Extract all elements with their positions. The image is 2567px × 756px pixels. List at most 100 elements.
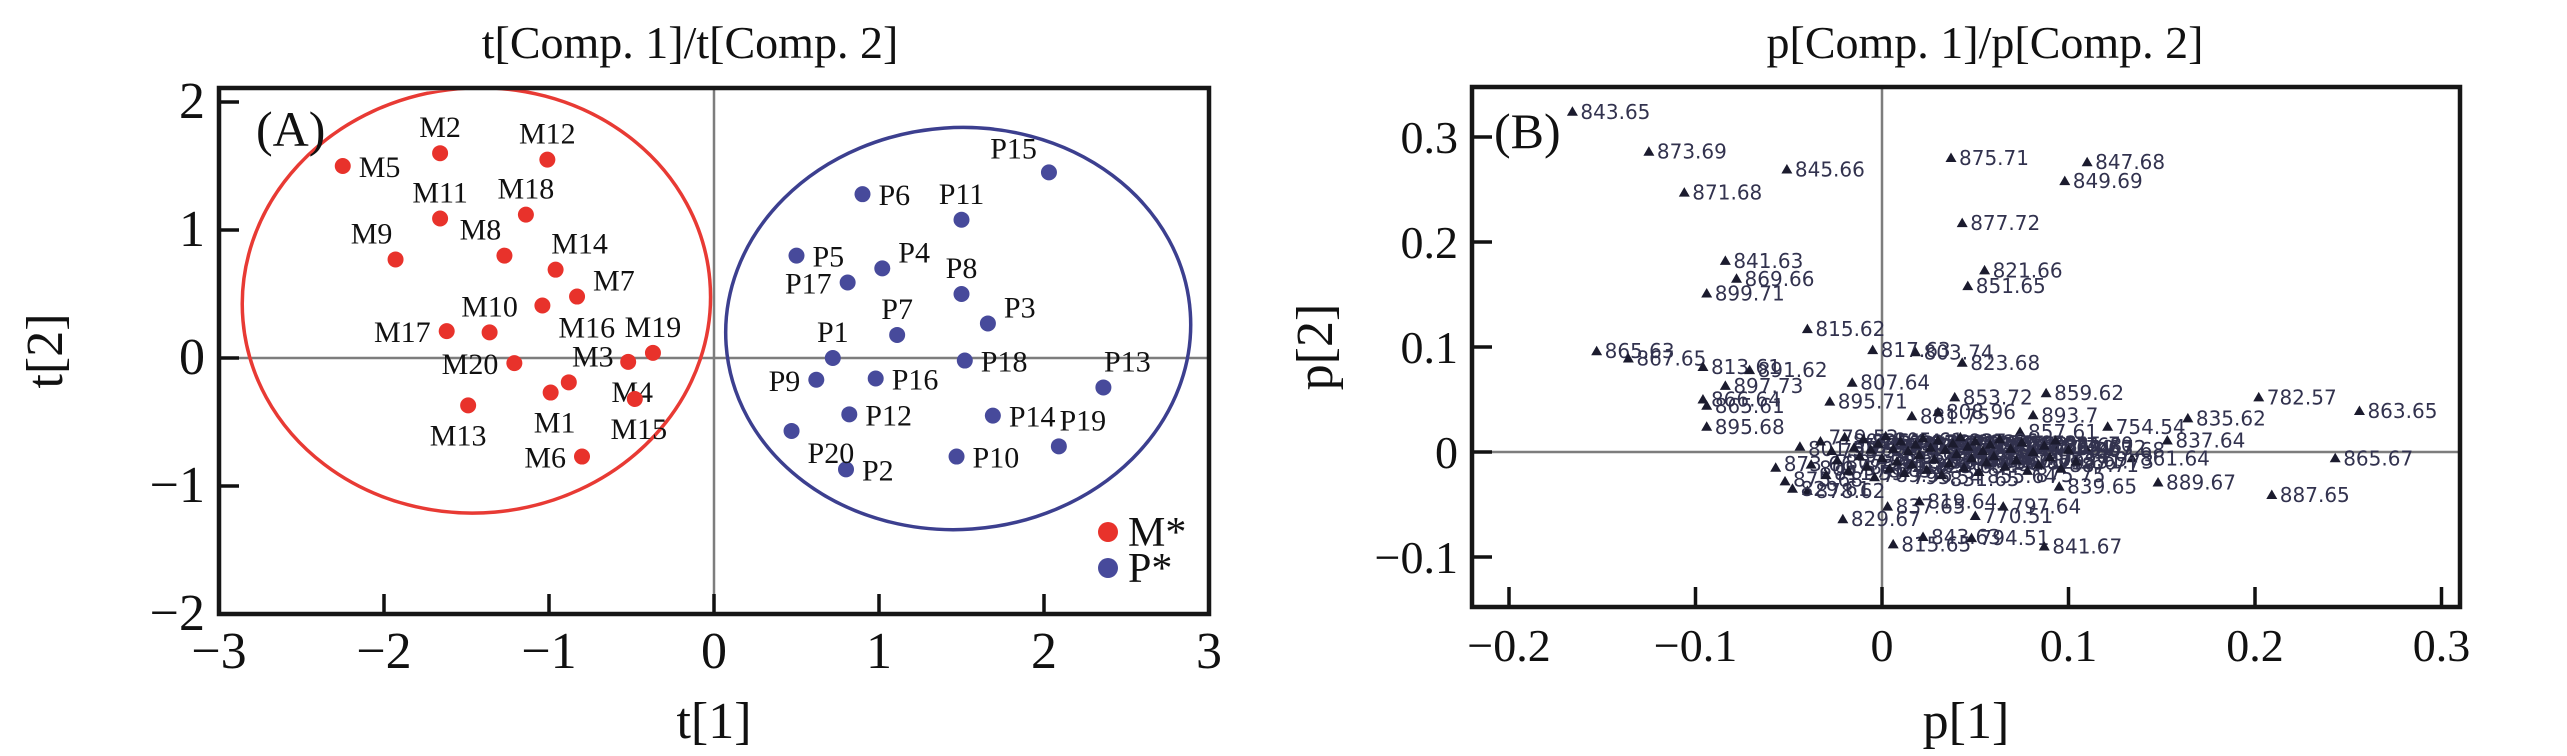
data-point (839, 274, 856, 291)
data-point-marker (1977, 445, 1989, 455)
panel-a-yaxis-label: t[2] (17, 313, 74, 388)
data-point-marker (1846, 377, 1858, 387)
data-point-label: M11 (412, 176, 468, 209)
data-point (539, 151, 556, 168)
data-point-marker (1951, 448, 1963, 459)
data-point-label: 815.65 (1901, 532, 1971, 556)
data-point-label: M12 (519, 118, 576, 151)
data-point (620, 353, 637, 370)
data-point-label: 865.61 (1715, 394, 1785, 418)
data-point-marker (1917, 432, 1929, 443)
data-point-label: M3 (572, 340, 614, 373)
data-point-marker (1591, 345, 1603, 356)
panel-b-corner-label: (B) (1494, 103, 1561, 159)
data-point (560, 374, 577, 391)
data-point-marker (1993, 433, 2005, 444)
data-point-label: 837.65 (1896, 495, 1966, 519)
data-point-label: 869.66 (1745, 267, 1815, 291)
x-tick-label: 2 (1031, 623, 1057, 680)
data-point-label: P15 (990, 132, 1037, 165)
data-point-marker (1794, 441, 1806, 451)
data-point-marker (2102, 421, 2114, 431)
y-tick-label: 0.3 (1401, 112, 1459, 163)
data-point-label: M13 (430, 419, 487, 452)
data-point (783, 422, 800, 439)
panel-a-corner-label: (A) (256, 101, 325, 157)
data-point-label: 897.73 (1733, 374, 1803, 398)
data-point (953, 211, 970, 228)
data-point-label: 807.64 (1860, 371, 1930, 395)
data-point-label: 785.55 (1868, 444, 1938, 468)
data-point-label: 866.64 (1711, 388, 1781, 412)
x-tick-label: −2 (356, 623, 411, 680)
data-point-label: 843.63 (1931, 525, 2001, 549)
dense-cluster-points: 873.66875.68829.61801.55805.57779.53811.… (1770, 426, 2154, 501)
data-point-marker (1842, 465, 1854, 475)
data-point-label: M6 (524, 442, 566, 475)
data-point (569, 288, 586, 305)
data-point-label: M16 (558, 312, 615, 345)
data-point-marker (1697, 394, 1709, 404)
data-point (626, 390, 643, 407)
loading-points: 843.65 873.69 845.66 871.68 875.71 847.68849.… (1566, 100, 2437, 559)
data-point-marker (1932, 406, 1944, 417)
data-point-marker (1883, 463, 1895, 473)
panel-a-title: t[Comp. 1]/t[Comp. 2] (482, 17, 899, 68)
data-point-marker (2027, 446, 2039, 456)
data-point-marker (1880, 430, 1892, 441)
legend-label: M* (1128, 510, 1186, 556)
y-tick-label: −0.1 (1375, 532, 1458, 583)
data-point-marker (1895, 436, 1907, 446)
data-point-label: 859.62 (2054, 381, 2124, 405)
data-point-marker (1898, 467, 1910, 477)
data-point-label: P3 (1004, 291, 1036, 324)
data-point-marker (1854, 450, 1866, 461)
data-point-marker (1932, 434, 1944, 445)
data-point-marker (2329, 452, 2341, 463)
data-point-marker (2081, 444, 2093, 454)
data-point-marker (2038, 440, 2050, 450)
data-point-label: P11 (939, 178, 985, 211)
data-point-label: M19 (625, 311, 682, 344)
data-point (547, 261, 564, 278)
data-point-label: 847.64 (1965, 444, 2035, 468)
data-point-label: M1 (534, 407, 576, 440)
data-point (953, 286, 970, 302)
data-point-marker (1962, 280, 1974, 291)
data-point-marker (1928, 453, 1940, 464)
data-point-label: 813.61 (1711, 355, 1781, 379)
data-point-marker (1643, 146, 1655, 156)
x-tick-label: −3 (191, 623, 246, 680)
data-point-label: 891.73 (2084, 449, 2154, 473)
data-point-marker (2027, 409, 2039, 420)
y-tick-label: 2 (179, 73, 205, 130)
x-tick-label: 0 (1871, 620, 1894, 671)
data-point-label: P18 (981, 346, 1028, 379)
data-point-label: 867.65 (1636, 347, 1706, 371)
data-point-marker (1805, 459, 1817, 469)
plot-frame (1469, 84, 2463, 610)
x-tick-label: 0.3 (2413, 620, 2471, 671)
data-point-label: 861.64 (2140, 446, 2210, 470)
data-point-marker (1913, 449, 1925, 460)
x-tick-label: −1 (521, 623, 576, 680)
data-point-label: P7 (881, 293, 913, 326)
data-point-marker (2049, 442, 2061, 452)
data-point-marker (1781, 164, 1793, 174)
data-point-label: P16 (892, 363, 939, 396)
data-point-marker (1917, 531, 1929, 542)
data-point-label: 841.67 (2052, 535, 2122, 559)
x-tick-label: −0.2 (1467, 620, 1550, 671)
data-point-marker (1921, 464, 1933, 474)
data-point-label: 853.72 (1963, 385, 2033, 409)
data-point-label: M10 (461, 290, 518, 323)
data-point-label: 829.67 (1851, 507, 1921, 531)
data-point-marker (2033, 459, 2045, 469)
data-point-marker (2053, 481, 2065, 491)
data-point-label: P8 (946, 252, 978, 285)
series-M: M1M2M3M4M5M6M7M8M9M10M11M12M13M14M15M16M… (334, 111, 682, 475)
data-point-marker (2161, 434, 2173, 445)
x-tick-label: 0.1 (2040, 620, 2098, 671)
data-point-marker (1861, 461, 1873, 471)
